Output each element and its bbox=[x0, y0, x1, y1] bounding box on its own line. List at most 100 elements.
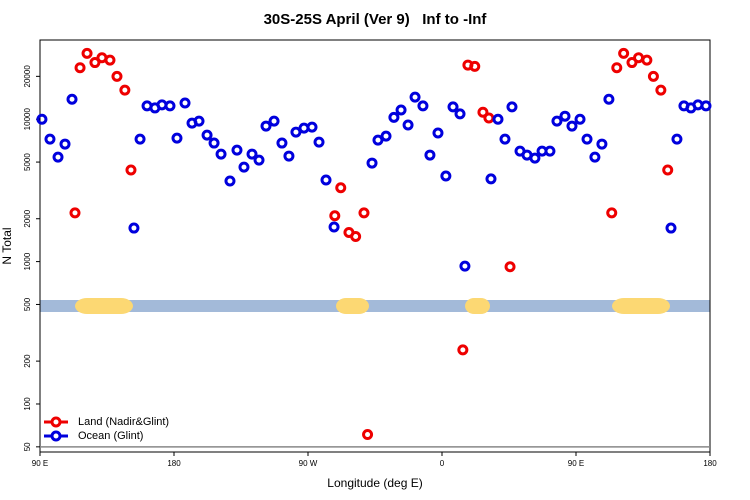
point bbox=[574, 113, 586, 125]
x-tick-label: 90 E bbox=[32, 459, 48, 468]
point bbox=[231, 144, 243, 156]
point bbox=[559, 110, 571, 122]
point bbox=[179, 97, 191, 109]
y-tick-label: 5000 bbox=[23, 153, 32, 171]
point bbox=[611, 62, 623, 74]
point bbox=[457, 344, 469, 356]
x-tick-label: 90 W bbox=[299, 459, 318, 468]
legend-label: Land (Nadir&Glint) bbox=[78, 416, 169, 428]
point bbox=[459, 260, 471, 272]
point bbox=[551, 115, 563, 127]
series bbox=[69, 47, 674, 441]
point bbox=[566, 120, 578, 132]
point bbox=[246, 148, 258, 160]
point bbox=[313, 136, 325, 148]
point bbox=[74, 62, 86, 74]
point bbox=[388, 111, 400, 123]
point bbox=[215, 148, 227, 160]
series bbox=[36, 91, 712, 272]
point bbox=[89, 57, 101, 69]
point bbox=[290, 126, 302, 138]
x-axis-label: Longitude (deg E) bbox=[327, 476, 422, 490]
point bbox=[603, 93, 615, 105]
point bbox=[469, 60, 481, 72]
legend-marker bbox=[50, 430, 62, 442]
point bbox=[69, 207, 81, 219]
x-tick-label: 180 bbox=[167, 459, 181, 468]
point bbox=[36, 113, 48, 125]
band bbox=[40, 300, 710, 312]
x-tick-label: 90 E bbox=[568, 459, 584, 468]
point bbox=[268, 115, 280, 127]
point bbox=[362, 429, 374, 441]
chart-title: 30S-25S April (Ver 9) Inf to -Inf bbox=[264, 11, 488, 28]
x-tick-label: 180 bbox=[703, 459, 717, 468]
point bbox=[380, 130, 392, 142]
point bbox=[504, 261, 516, 273]
point bbox=[492, 113, 504, 125]
point bbox=[366, 157, 378, 169]
point bbox=[320, 174, 332, 186]
plot-frame bbox=[39, 39, 711, 453]
point bbox=[589, 151, 601, 163]
point bbox=[424, 149, 436, 161]
point bbox=[417, 100, 429, 112]
point bbox=[350, 231, 362, 243]
point bbox=[662, 164, 674, 176]
land-band bbox=[40, 298, 710, 314]
point bbox=[238, 161, 250, 173]
point bbox=[335, 182, 347, 194]
point bbox=[499, 133, 511, 145]
point bbox=[506, 101, 518, 113]
point bbox=[409, 91, 421, 103]
point bbox=[529, 152, 541, 164]
point bbox=[119, 84, 131, 96]
point bbox=[485, 173, 497, 185]
point bbox=[618, 47, 630, 59]
point bbox=[700, 100, 712, 112]
x-tick-label: 0 bbox=[440, 459, 445, 468]
point bbox=[671, 133, 683, 145]
point bbox=[647, 70, 659, 82]
y-tick-label: 10000 bbox=[23, 108, 32, 131]
land-patch bbox=[465, 298, 490, 314]
land-patch bbox=[75, 298, 133, 314]
legend-marker bbox=[50, 416, 62, 428]
y-axis-label: N Total bbox=[0, 227, 14, 264]
point bbox=[641, 54, 653, 66]
point bbox=[440, 170, 452, 182]
point bbox=[111, 70, 123, 82]
point bbox=[358, 207, 370, 219]
point bbox=[432, 127, 444, 139]
point bbox=[329, 210, 341, 222]
point bbox=[402, 119, 414, 131]
point bbox=[372, 134, 384, 146]
point bbox=[208, 137, 220, 149]
y-tick-label: 50 bbox=[23, 442, 32, 451]
y-tick-label: 2000 bbox=[23, 209, 32, 227]
legend: Land (Nadir&Glint) Ocean (Glint) bbox=[44, 416, 169, 442]
point bbox=[128, 222, 140, 234]
point bbox=[581, 133, 593, 145]
point bbox=[201, 129, 213, 141]
y-tick-label: 500 bbox=[23, 297, 32, 311]
point bbox=[104, 54, 116, 66]
point bbox=[44, 133, 56, 145]
point bbox=[66, 93, 78, 105]
land-patch bbox=[612, 298, 670, 314]
point bbox=[276, 137, 288, 149]
point bbox=[447, 101, 459, 113]
point bbox=[164, 100, 176, 112]
point bbox=[260, 120, 272, 132]
point bbox=[606, 207, 618, 219]
point bbox=[596, 138, 608, 150]
point bbox=[544, 145, 556, 157]
point bbox=[134, 133, 146, 145]
point bbox=[328, 221, 340, 233]
point bbox=[454, 108, 466, 120]
point bbox=[52, 151, 64, 163]
y-tick-label: 1000 bbox=[23, 252, 32, 270]
legend-label: Ocean (Glint) bbox=[78, 430, 143, 442]
